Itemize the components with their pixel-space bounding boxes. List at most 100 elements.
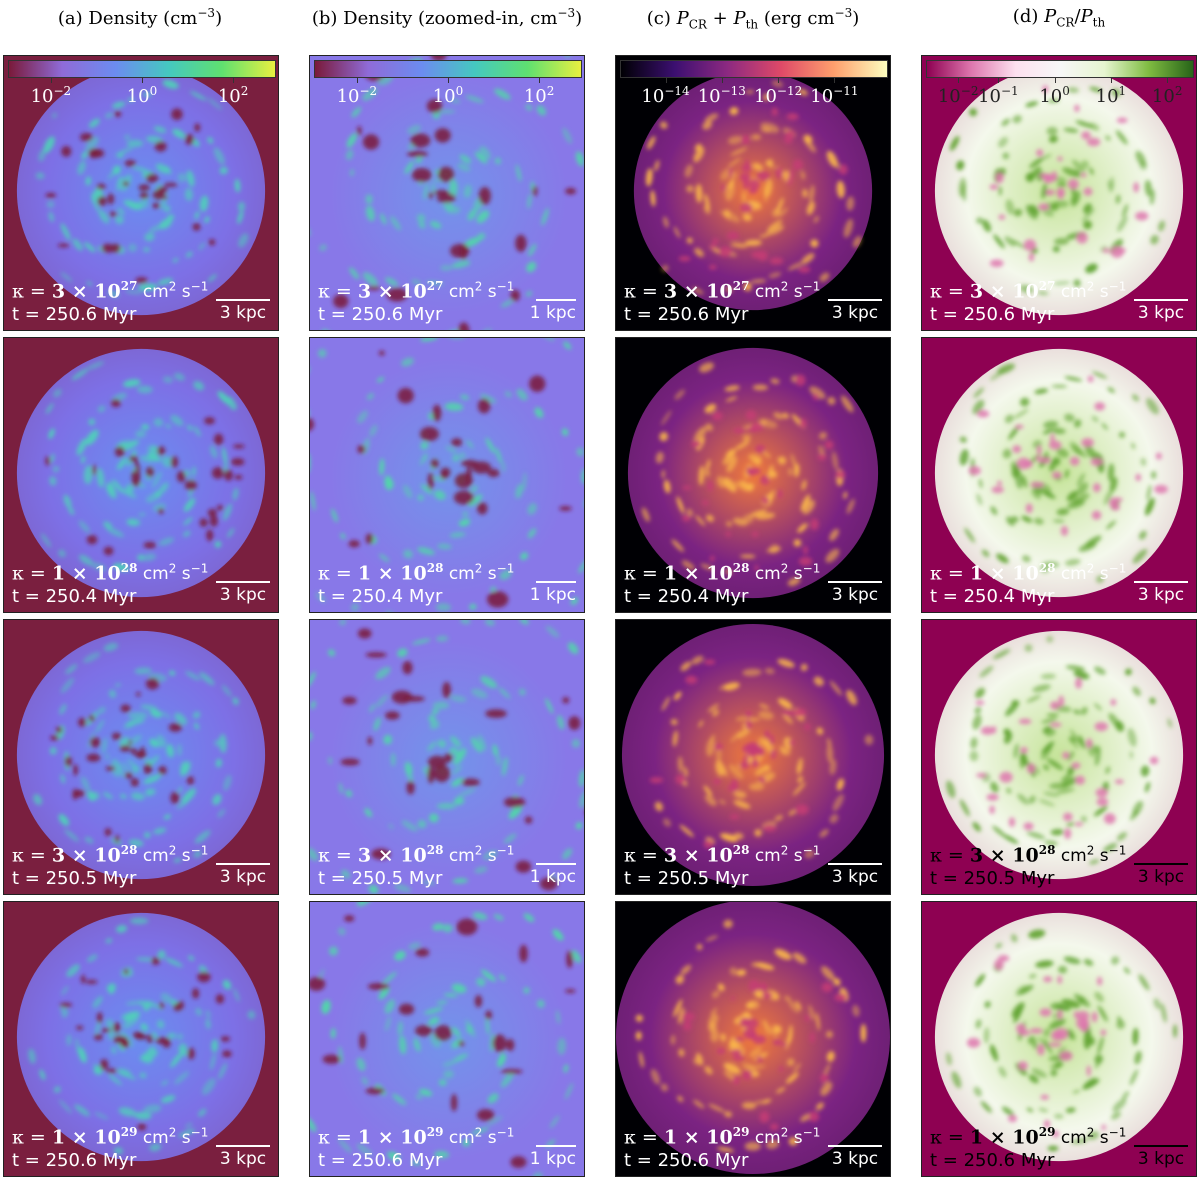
scale-bar-label: 1 kpc (529, 303, 576, 323)
kappa-symbol: κ = (624, 1126, 664, 1149)
kappa-base: 10 (94, 1126, 121, 1149)
scale-bar-line (828, 299, 882, 301)
simulation-map-d (922, 620, 1196, 894)
colorbar-tick (142, 78, 143, 83)
colorbar-tick-label: 100 (127, 84, 158, 107)
colorbar-tick-label: 10−14 (641, 84, 689, 107)
kappa-exponent: 28 (1038, 843, 1056, 857)
tick-exponent: −14 (664, 84, 690, 98)
kappa-mantissa: 1 (357, 562, 372, 585)
colorbar-tick (448, 78, 449, 83)
colorbar-tick-label: 10−11 (810, 84, 858, 107)
time-label: t = 250.5 Myr (318, 868, 443, 889)
colorbar-tick (778, 78, 780, 83)
kappa-unit: cm2 s−1 (749, 843, 821, 867)
kappa-unit-s: s (482, 846, 497, 867)
kappa-unit-cm: cm (448, 1128, 475, 1149)
kappa-label: κ = 3 × 1027 cm2 s−1 (930, 279, 1126, 302)
kappa-exponent: 29 (1038, 1125, 1056, 1139)
kappa-unit-sup: 2 (168, 843, 177, 858)
panel-d-row1: 10−2 10−1 100 101 102 κ = 3 × 1027 cm2 s−1 t =… (921, 55, 1197, 331)
colorbar-tick (1167, 78, 1169, 83)
kappa-base: 10 (94, 562, 121, 585)
kappa-base: 10 (400, 280, 427, 303)
colorbar-tick (1110, 78, 1112, 83)
scale-bar: 1 kpc (530, 299, 576, 323)
time-label: t = 250.4 Myr (624, 586, 749, 607)
kappa-mantissa: 3 (357, 844, 372, 867)
colorbar-tick-label: 100 (1039, 84, 1070, 107)
kappa-unit: cm2 s−1 (443, 562, 515, 585)
kappa-symbol: κ = (12, 280, 52, 303)
tick-base: 10 (810, 86, 834, 107)
kappa-mantissa: 3 (663, 280, 678, 303)
kappa-unit-cm: cm (1060, 846, 1087, 867)
kappa-symbol: κ = (624, 844, 664, 867)
panel-c-row2: κ = 1 × 1028 cm2 s−1 t = 250.4 Myr 3 kpc (615, 337, 891, 613)
kappa-exponent: 28 (120, 843, 138, 857)
kappa-unit-s: s (788, 282, 803, 303)
scale-bar-label: 3 kpc (1137, 1149, 1185, 1169)
panel-a-row4: κ = 1 × 1029 cm2 s−1 t = 250.6 Myr 3 kpc (3, 901, 279, 1177)
kappa-symbol: κ = (624, 280, 664, 303)
scale-bar-line (1134, 299, 1188, 301)
panel-a-row1: 10−2 100 102 κ = 3 × 1027 cm2 s−1 t = 250.6 … (3, 55, 279, 331)
kappa-unit-sup: −1 (190, 561, 209, 576)
tick-base: 10 (30, 86, 54, 107)
scale-bar: 3 kpc (216, 863, 270, 887)
kappa-exponent: 27 (426, 279, 444, 293)
kappa-unit-sup: −1 (802, 561, 821, 576)
scale-bar-label: 3 kpc (831, 1149, 879, 1169)
tick-base: 10 (217, 86, 241, 107)
kappa-unit: cm2 s−1 (749, 280, 821, 303)
kappa-unit: cm2 s−1 (443, 1126, 515, 1149)
colorbar-tick (834, 78, 836, 83)
kappa-symbol: κ = (930, 844, 970, 867)
tick-base: 10 (937, 86, 961, 107)
simulation-map-c (616, 338, 890, 612)
kappa-times: × (65, 844, 95, 867)
scale-bar-label: 3 kpc (1137, 303, 1185, 323)
kappa-base: 10 (1012, 280, 1039, 303)
time-label: t = 250.6 Myr (12, 304, 137, 325)
kappa-base: 10 (1012, 1126, 1039, 1149)
scale-bar-label: 1 kpc (529, 867, 576, 887)
kappa-unit-s: s (788, 1128, 803, 1149)
kappa-unit-sup: −1 (190, 1125, 209, 1140)
kappa-label: κ = 1 × 1028 cm2 s−1 (318, 561, 514, 584)
panel-c-row1: 10−14 10−13 10−12 10−11 κ = 3 × 1027 cm2 s−1… (615, 55, 891, 331)
kappa-unit-s: s (788, 564, 803, 585)
kappa-base: 10 (400, 844, 427, 867)
kappa-symbol: κ = (930, 280, 970, 303)
simulation-map-a (4, 902, 278, 1176)
colorbar-tick-label: 102 (218, 84, 249, 107)
tick-base: 10 (523, 86, 547, 107)
kappa-times: × (371, 1126, 401, 1149)
kappa-unit: cm2 s−1 (749, 561, 821, 585)
scale-bar-line (216, 863, 270, 865)
simulation-map-b (310, 56, 584, 330)
kappa-mantissa: 1 (969, 1126, 984, 1149)
scale-bar: 3 kpc (828, 863, 882, 887)
tick-base: 10 (1151, 86, 1175, 107)
kappa-label: κ = 3 × 1028 cm2 s−1 (930, 843, 1126, 866)
kappa-unit: cm2 s−1 (443, 844, 515, 867)
colorbar-tick-label: 100 (433, 84, 464, 107)
kappa-symbol: κ = (318, 1126, 358, 1149)
kappa-unit-cm: cm (754, 564, 781, 585)
kappa-unit-sup: 2 (1086, 279, 1095, 294)
colorbar-tick (665, 78, 667, 83)
panel-d-row3: κ = 3 × 1028 cm2 s−1 t = 250.5 Myr 3 kpc (921, 619, 1197, 895)
kappa-unit-sup: 2 (1086, 843, 1095, 858)
kappa-base: 10 (94, 844, 121, 867)
tick-base: 10 (1039, 86, 1063, 107)
colorbar-tick (958, 78, 960, 83)
kappa-symbol: κ = (12, 844, 52, 867)
kappa-unit: cm2 s−1 (137, 1125, 209, 1149)
kappa-mantissa: 1 (51, 562, 66, 585)
kappa-unit-sup: −1 (802, 843, 821, 858)
scale-bar: 3 kpc (828, 581, 882, 605)
panel-d-row4: κ = 1 × 1029 cm2 s−1 t = 250.6 Myr 3 kpc (921, 901, 1197, 1177)
time-label: t = 250.6 Myr (624, 304, 749, 325)
scale-bar: 1 kpc (530, 1145, 576, 1169)
